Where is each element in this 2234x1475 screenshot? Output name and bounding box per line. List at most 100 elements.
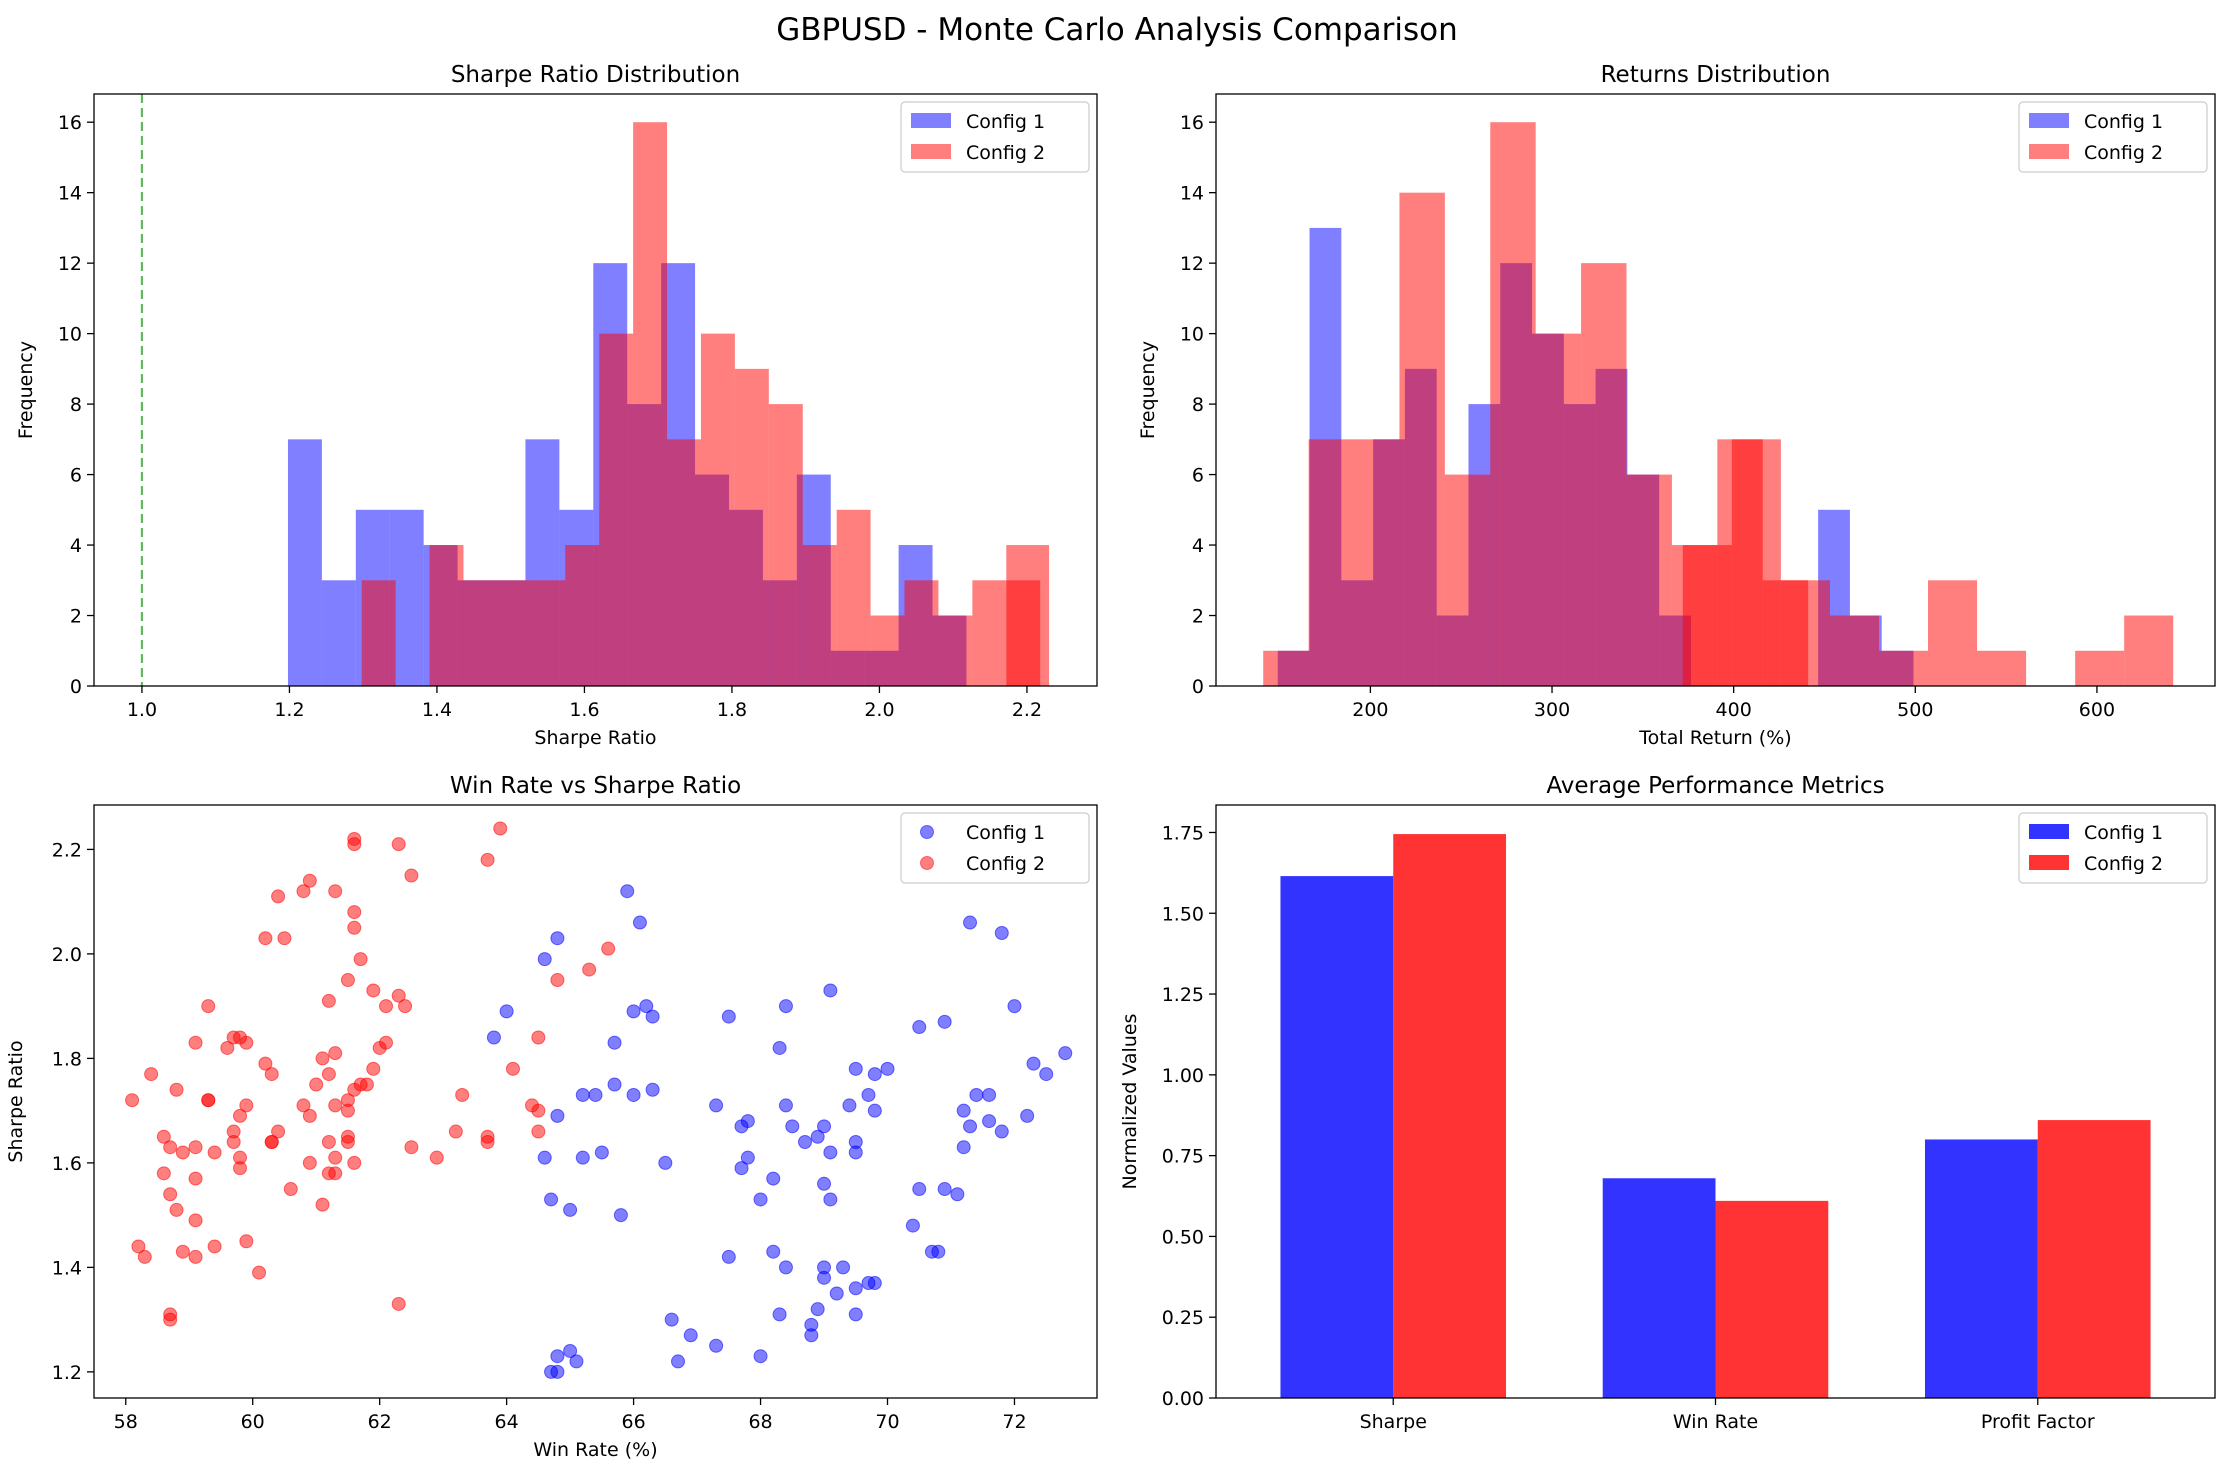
scatter-point: [550, 1364, 565, 1379]
scatter-point: [163, 1187, 178, 1202]
bar: [1280, 876, 1394, 1398]
scatter-point: [258, 931, 273, 946]
scatter-point: [321, 993, 336, 1008]
scatter-point: [169, 1202, 184, 1217]
plot-frame: [1215, 804, 2216, 1399]
x-tick-label: 66: [621, 1411, 645, 1433]
scatter-point: [137, 1249, 152, 1264]
histogram-bar: [599, 333, 634, 686]
histogram-bar: [802, 545, 837, 686]
scatter-point: [848, 1307, 863, 1322]
scatter-point: [753, 1349, 768, 1364]
y-tick-label: 1.6: [52, 1153, 82, 1175]
legend-label: Config 2: [966, 853, 1045, 875]
scatter-point: [302, 873, 317, 888]
histogram-bar: [870, 615, 905, 686]
legend-swatch: [2029, 824, 2069, 839]
x-tick-label: 58: [114, 1411, 138, 1433]
legend-label: Config 1: [2084, 822, 2163, 844]
figure-title: GBPUSD - Monte Carlo Analysis Comparison: [776, 12, 1458, 48]
scatter-point: [271, 1124, 286, 1139]
histogram-bar: [1581, 263, 1627, 686]
scatter-point: [836, 1260, 851, 1275]
histogram-bar: [1399, 192, 1445, 686]
histogram-bar: [321, 580, 356, 686]
scatter-point: [328, 1150, 343, 1165]
legend-marker: [920, 825, 934, 839]
scatter-point: [778, 1260, 793, 1275]
scatter-point: [632, 915, 647, 930]
scatter-point: [1026, 1056, 1041, 1071]
scatter-point: [277, 931, 292, 946]
histogram-bar: [1731, 439, 1781, 686]
scatter-point: [950, 1187, 965, 1202]
histogram-bar: [2124, 615, 2174, 686]
y-tick-label: 1.00: [1162, 1065, 1204, 1087]
scatter-point: [1020, 1108, 1035, 1123]
scatter-point: [537, 952, 552, 967]
x-tick-label: Profit Factor: [1981, 1411, 2095, 1433]
scatter-point: [347, 1155, 362, 1170]
bar-series: [1280, 834, 2151, 1398]
scatter-point: [620, 884, 635, 899]
scatter-point: [772, 1307, 787, 1322]
scatter-point: [309, 1077, 324, 1092]
scatter-point: [601, 941, 616, 956]
scatter-point: [315, 1051, 330, 1066]
scatter-point: [391, 837, 406, 852]
histogram-bar: [1354, 439, 1400, 686]
scatter-point: [753, 1192, 768, 1207]
scatter-point: [125, 1093, 140, 1108]
legend: Config 1 Config 2: [2018, 812, 2208, 884]
scatter-point: [353, 952, 368, 967]
scatter-point: [156, 1129, 171, 1144]
y-tick-label: 1.50: [1162, 903, 1204, 925]
scatter-point: [233, 1108, 248, 1123]
bar: [1924, 1139, 2038, 1398]
scatter-point: [188, 1213, 203, 1228]
y-tick-label: 10: [58, 324, 82, 346]
scatter-point: [404, 1140, 419, 1155]
y-tick-label: 0: [70, 676, 82, 698]
scatter-point: [861, 1087, 876, 1102]
scatter-point: [404, 868, 419, 883]
scatter-point: [594, 1145, 609, 1160]
scatter-point: [379, 1035, 394, 1050]
scatter-point: [867, 1103, 882, 1118]
scatter-point: [994, 926, 1009, 941]
y-axis-label: Frequency: [1137, 341, 1159, 439]
scatter-point: [588, 1087, 603, 1102]
scatter-point: [455, 1087, 470, 1102]
scatter-point: [848, 1061, 863, 1076]
scatter-point: [671, 1354, 686, 1369]
scatter-point: [804, 1328, 819, 1343]
scatter-point: [188, 1249, 203, 1264]
histogram-bar: [768, 404, 803, 686]
scatter-point: [302, 1155, 317, 1170]
x-tick-label: 400: [1716, 699, 1752, 721]
plot-frame: [93, 804, 1098, 1399]
scatter-point: [156, 1166, 171, 1181]
scatter-point: [1058, 1046, 1073, 1061]
legend-swatch: [2029, 855, 2069, 870]
scatter-point: [328, 884, 343, 899]
scatter-point: [797, 1134, 812, 1149]
y-tick-label: 0.25: [1162, 1307, 1204, 1329]
x-tick-label: 60: [241, 1411, 265, 1433]
histogram-bar: [429, 545, 464, 686]
scatter-point: [480, 852, 495, 867]
histogram-bar: [1490, 122, 1536, 686]
legend: Config 1 Config 2: [2018, 101, 2208, 173]
histogram-bar: [1977, 650, 2027, 686]
plot-frame: [1215, 93, 2216, 687]
x-tick-label: 300: [1534, 699, 1570, 721]
x-tick-label: 1.0: [127, 699, 157, 721]
x-tick-label: 600: [2079, 699, 2115, 721]
scatter-point: [721, 1249, 736, 1264]
scatter-point: [550, 1349, 565, 1364]
y-tick-label: 0.75: [1162, 1146, 1204, 1168]
scatter-point: [734, 1161, 749, 1176]
x-axis-label: Win Rate (%): [533, 1439, 657, 1461]
scatter-point: [321, 1067, 336, 1082]
scatter-point: [398, 999, 413, 1014]
